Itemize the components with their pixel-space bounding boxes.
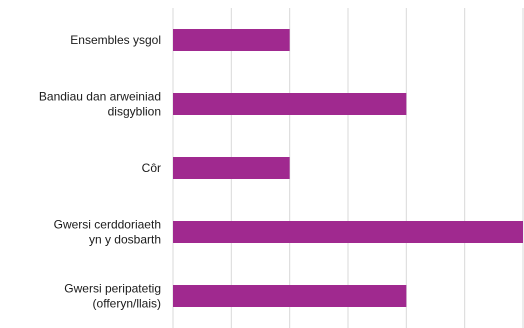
bar [173,157,290,179]
category-label-line: yn y dosbarth [89,233,161,247]
category-label-line: disgyblion [108,105,161,119]
bar [173,93,407,115]
category-label: Bandiau dan arweiniad disgyblion [39,90,161,119]
category-label-line: Côr [142,161,161,175]
category-label-line: Ensembles ysgol [70,33,161,47]
bar [173,285,407,307]
category-label: Côr [142,161,161,175]
category-label-line: Bandiau dan arweiniad [39,90,161,104]
category-label-line: (offeryn/llais) [93,297,161,311]
bar [173,29,290,51]
category-label: Gwersi cerddoriaeth yn y dosbarth [54,218,161,247]
category-label: Gwersi peripatetig (offeryn/llais) [64,282,161,311]
category-label: Ensembles ysgol [70,33,161,47]
category-label-line: Gwersi cerddoriaeth [54,218,161,232]
category-label-line: Gwersi peripatetig [64,282,161,296]
bars [173,29,523,307]
category-labels: Ensembles ysgol Bandiau dan arweiniad disg… [39,33,161,311]
bar [173,221,523,243]
